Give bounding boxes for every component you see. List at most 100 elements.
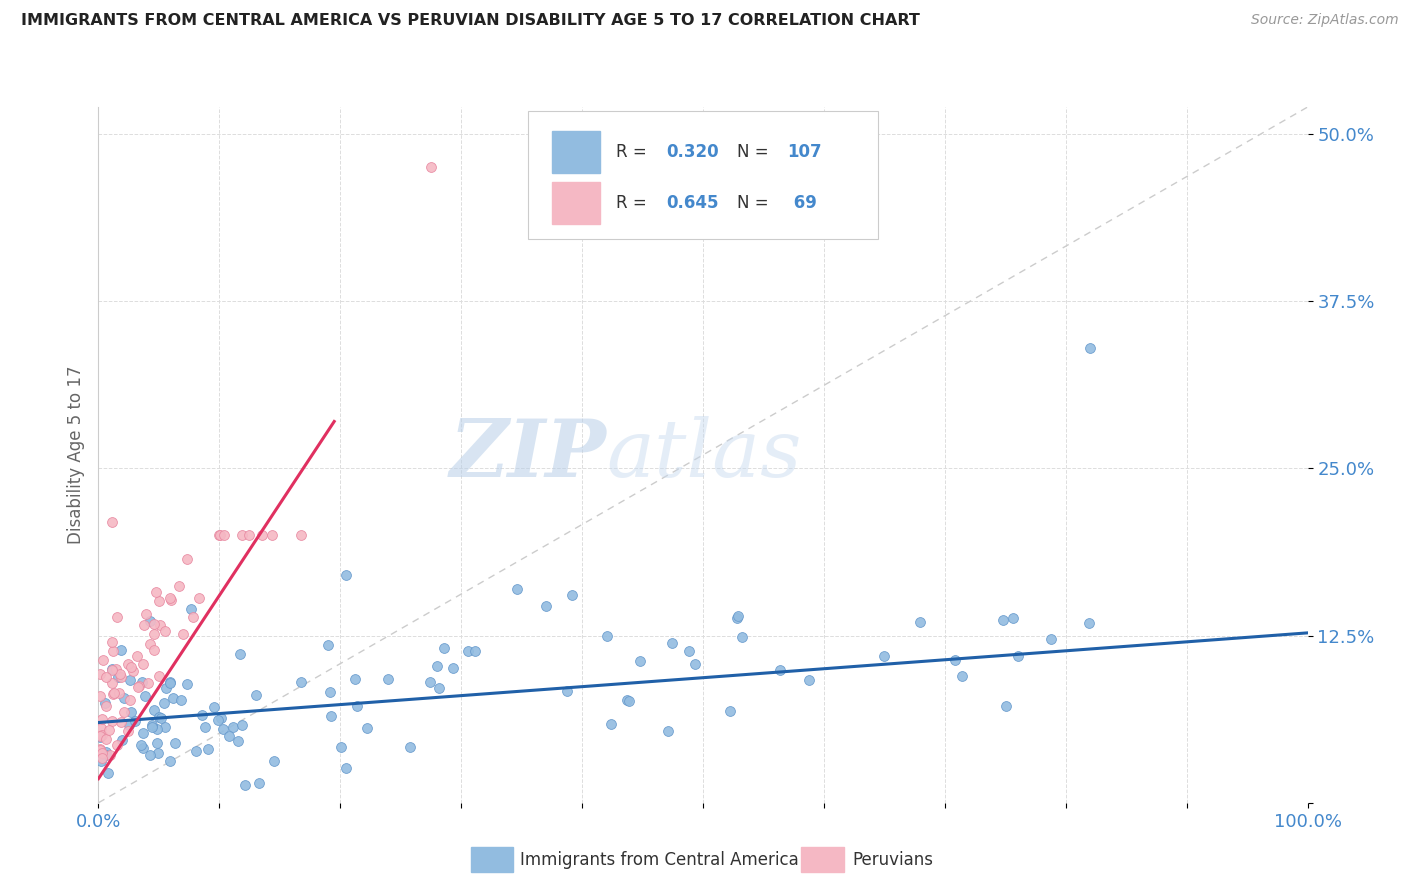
Point xyxy=(290,528,312,542)
Point xyxy=(101,663,124,677)
Point xyxy=(143,703,166,717)
Point xyxy=(90,721,112,735)
Text: N =: N = xyxy=(737,194,773,212)
Point xyxy=(110,669,132,683)
Point xyxy=(118,673,141,688)
Point xyxy=(89,690,111,704)
Point xyxy=(153,624,176,638)
Point xyxy=(727,609,749,624)
Point xyxy=(661,636,683,650)
Point xyxy=(89,742,111,756)
Point xyxy=(908,615,931,629)
Y-axis label: Disability Age 5 to 17: Disability Age 5 to 17 xyxy=(66,366,84,544)
Point xyxy=(555,684,578,698)
Point xyxy=(108,686,131,700)
Point xyxy=(101,634,124,648)
Point xyxy=(208,528,231,542)
Point xyxy=(101,687,124,701)
Point xyxy=(441,661,464,675)
Point xyxy=(110,643,132,657)
Point xyxy=(124,714,146,728)
Point xyxy=(628,654,651,668)
Point xyxy=(145,736,167,750)
Point xyxy=(141,718,163,732)
Point xyxy=(131,674,153,689)
Point xyxy=(94,745,117,759)
Point xyxy=(105,738,128,752)
Point xyxy=(159,592,181,607)
Point xyxy=(105,610,128,624)
Point xyxy=(93,653,115,667)
Point xyxy=(207,713,229,727)
Point xyxy=(464,643,486,657)
Point xyxy=(725,611,748,625)
Point xyxy=(214,528,236,542)
Point xyxy=(247,775,270,789)
Point xyxy=(165,736,187,750)
Point xyxy=(89,743,111,757)
Point xyxy=(125,649,148,664)
Point xyxy=(143,617,166,632)
Point xyxy=(329,740,352,755)
Point xyxy=(176,677,198,691)
Text: 0.645: 0.645 xyxy=(666,194,720,212)
Point xyxy=(229,648,252,662)
Point xyxy=(128,679,150,693)
Point xyxy=(231,718,253,732)
Point xyxy=(1040,632,1063,647)
Point xyxy=(89,730,111,744)
Point xyxy=(335,761,357,775)
Text: IMMIGRANTS FROM CENTRAL AMERICA VS PERUVIAN DISABILITY AGE 5 TO 17 CORRELATION C: IMMIGRANTS FROM CENTRAL AMERICA VS PERUV… xyxy=(21,13,920,29)
Point xyxy=(148,710,170,724)
Text: R =: R = xyxy=(616,144,652,161)
Point xyxy=(89,667,111,681)
Text: R =: R = xyxy=(616,194,652,212)
Point xyxy=(108,667,131,681)
Point xyxy=(120,660,142,674)
Point xyxy=(398,739,420,754)
Point xyxy=(101,644,124,658)
Point xyxy=(1078,341,1101,355)
Point xyxy=(433,640,456,655)
Text: Peruvians: Peruvians xyxy=(852,851,934,869)
Point xyxy=(187,591,209,606)
Point xyxy=(950,669,973,683)
Point xyxy=(718,704,741,718)
Point xyxy=(245,688,267,702)
Point xyxy=(211,723,233,737)
Point xyxy=(149,618,172,632)
Point xyxy=(657,724,679,739)
Point xyxy=(118,718,141,732)
Point xyxy=(427,681,450,695)
Point xyxy=(134,690,156,704)
Point xyxy=(994,699,1017,714)
Point xyxy=(98,747,121,762)
FancyBboxPatch shape xyxy=(527,111,879,239)
Point xyxy=(132,657,155,671)
Point xyxy=(101,663,124,677)
Point xyxy=(218,729,240,743)
Point xyxy=(101,675,124,690)
Point xyxy=(142,627,165,641)
Point xyxy=(120,705,142,719)
Point xyxy=(159,591,181,606)
Point xyxy=(89,730,111,744)
Point xyxy=(799,673,821,688)
Point xyxy=(685,657,707,672)
Point xyxy=(129,738,152,752)
Point xyxy=(250,528,273,542)
Point xyxy=(96,670,118,684)
Point xyxy=(197,741,219,756)
Point xyxy=(194,720,217,734)
Point xyxy=(121,665,143,679)
Point xyxy=(184,744,207,758)
Point xyxy=(159,754,181,768)
Point xyxy=(141,720,163,734)
Point xyxy=(139,637,162,651)
Point xyxy=(263,754,285,768)
Text: Immigrants from Central America: Immigrants from Central America xyxy=(520,851,799,869)
Point xyxy=(616,693,638,707)
Point xyxy=(152,696,174,710)
Point xyxy=(678,644,700,658)
Point xyxy=(117,657,139,672)
